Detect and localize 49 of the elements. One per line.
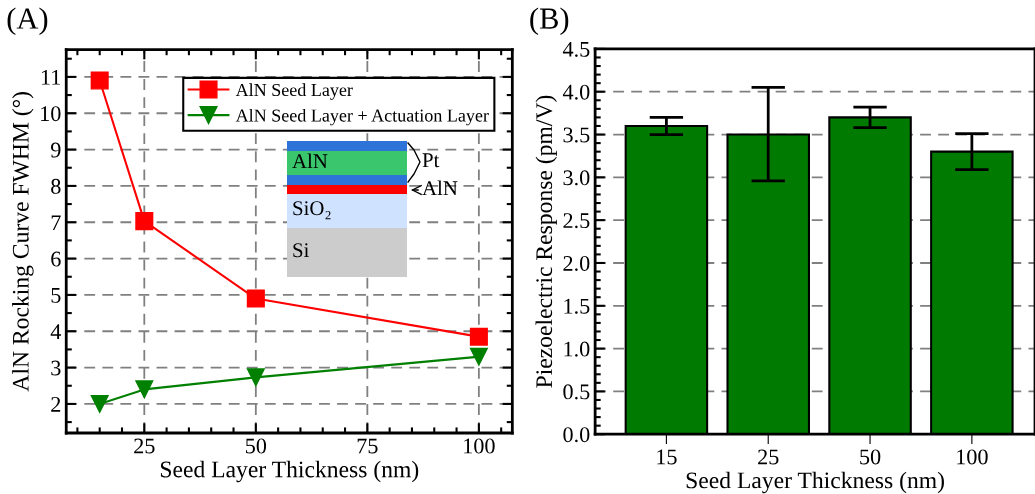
y-tick-label: 9 — [50, 142, 61, 158]
point — [469, 327, 488, 346]
chart-title: (B) — [530, 7, 569, 36]
x-tick-label: 75 — [357, 438, 378, 454]
annotation: SiO₂ — [293, 201, 331, 220]
y-tick-label: 7 — [51, 215, 61, 230]
x-tick-label: 100 — [464, 438, 495, 454]
y-tick-label: 4.5 — [562, 41, 590, 57]
y-tick-label: 4.0 — [562, 84, 590, 100]
point — [135, 380, 154, 399]
y-tick-label: 1.0 — [564, 341, 590, 357]
annotation: Pt — [422, 153, 440, 168]
y-tick-label: 6 — [51, 251, 61, 267]
y-tick-label: 11 — [41, 69, 61, 85]
point — [246, 289, 265, 308]
y-tick-label: 2.5 — [563, 213, 590, 229]
chart-title: (A) — [7, 7, 48, 36]
x-tick-label: 50 — [246, 438, 267, 454]
point — [135, 212, 154, 231]
y-tick-label: 2 — [51, 396, 61, 412]
point — [246, 368, 265, 387]
x-tick-label: 25 — [134, 438, 155, 454]
y-tick-label: 1.5 — [564, 298, 590, 314]
x-axis-title: Seed Layer Thickness (nm) — [160, 460, 419, 483]
point — [469, 347, 488, 366]
y-tick-label: 3 — [51, 360, 61, 376]
y-tick-label: 3.5 — [563, 127, 590, 143]
y-axis-title: Piezoelectric Response (pm/V) — [535, 95, 557, 388]
y-tick-label: 2.0 — [563, 255, 590, 271]
x-tick-label: 25 — [758, 449, 779, 465]
legend-label: AlN Seed Layer + Actuation Layer — [235, 108, 489, 126]
y-tick-label: 4 — [50, 324, 62, 339]
x-axis-title: Seed Layer Thickness (nm) — [686, 471, 944, 494]
legend-label: AlN Seed Layer — [235, 83, 353, 100]
x-tick-label: 15 — [657, 449, 677, 465]
y-tick-label: 3.0 — [563, 170, 590, 186]
x-tick-label: 50 — [860, 449, 881, 465]
annotation: AlN — [422, 180, 458, 196]
y-tick-label: 0.0 — [563, 427, 590, 443]
annotation: Si — [293, 243, 309, 258]
y-tick-label: 0.5 — [563, 384, 590, 400]
point — [90, 71, 109, 90]
y-tick-label: 10 — [41, 106, 61, 122]
x-tick-label: 100 — [957, 449, 988, 465]
point — [90, 394, 109, 413]
y-axis-title: AlN Rocking Curve FWHM (°) — [12, 92, 34, 392]
annotation: AlN — [292, 153, 328, 169]
y-tick-label: 5 — [51, 288, 61, 303]
y-tick-label: 8 — [51, 178, 61, 194]
